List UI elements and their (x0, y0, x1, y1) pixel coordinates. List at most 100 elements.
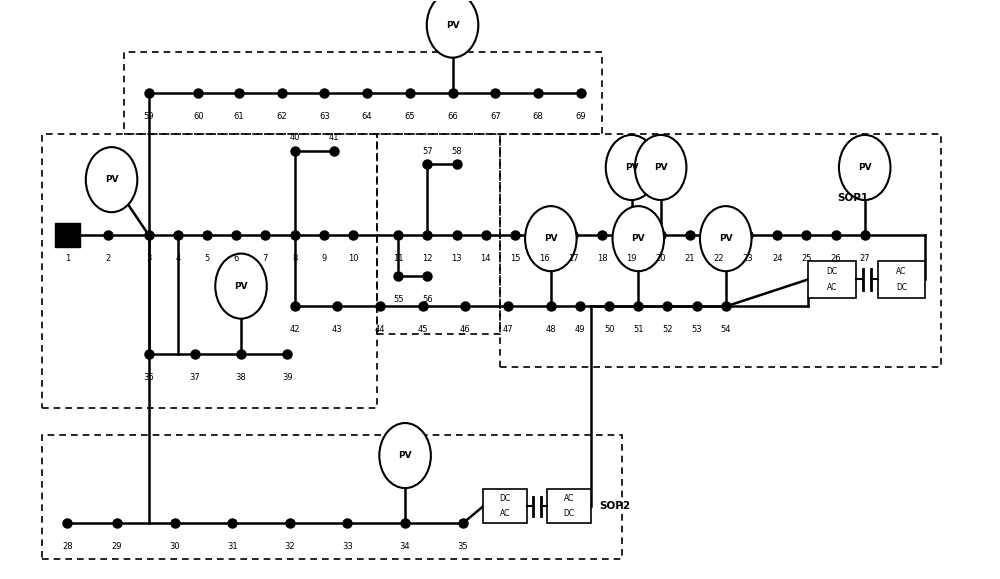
Text: 29: 29 (112, 543, 122, 551)
Ellipse shape (700, 206, 752, 271)
Text: PV: PV (105, 175, 118, 184)
Text: 11: 11 (393, 254, 404, 263)
Text: 18: 18 (597, 254, 608, 263)
Text: PV: PV (544, 234, 558, 243)
Text: 5: 5 (205, 254, 210, 263)
Text: 12: 12 (422, 254, 433, 263)
Text: PV: PV (625, 163, 638, 172)
Text: 8: 8 (292, 254, 297, 263)
Text: 38: 38 (236, 373, 246, 382)
Ellipse shape (606, 135, 657, 200)
Text: 37: 37 (190, 373, 200, 382)
Text: 45: 45 (417, 325, 428, 335)
Text: PV: PV (719, 234, 733, 243)
Text: 52: 52 (662, 325, 673, 335)
Text: 48: 48 (546, 325, 556, 335)
Text: 30: 30 (169, 543, 180, 551)
Text: AC: AC (564, 494, 574, 504)
Text: AC: AC (896, 266, 907, 276)
Text: 4: 4 (175, 254, 181, 263)
Text: 55: 55 (393, 295, 404, 304)
Ellipse shape (525, 206, 577, 271)
Text: PV: PV (654, 163, 667, 172)
Ellipse shape (839, 135, 890, 200)
Text: 10: 10 (348, 254, 358, 263)
Text: 24: 24 (772, 254, 783, 263)
Text: 17: 17 (568, 254, 579, 263)
Text: 43: 43 (332, 325, 343, 335)
Bar (878, 261, 925, 298)
Text: 39: 39 (282, 373, 292, 382)
Text: 21: 21 (685, 254, 695, 263)
Text: PV: PV (446, 21, 459, 30)
Text: 51: 51 (633, 325, 644, 335)
Text: 1: 1 (65, 254, 70, 263)
Text: 15: 15 (510, 254, 520, 263)
Text: 27: 27 (859, 254, 870, 263)
Text: 53: 53 (691, 325, 702, 335)
Text: SOP1: SOP1 (837, 193, 868, 203)
Text: 20: 20 (655, 254, 666, 263)
Ellipse shape (613, 206, 664, 271)
Text: 25: 25 (801, 254, 812, 263)
Text: AC: AC (827, 283, 837, 292)
Text: 22: 22 (714, 254, 724, 263)
Text: SOP2: SOP2 (599, 501, 630, 511)
Text: AC: AC (500, 510, 510, 518)
Text: 65: 65 (405, 112, 415, 121)
Text: 54: 54 (720, 325, 731, 335)
Text: 66: 66 (447, 112, 458, 121)
Text: PV: PV (631, 234, 645, 243)
Text: 40: 40 (289, 133, 300, 142)
Text: 7: 7 (263, 254, 268, 263)
Text: DC: DC (500, 494, 511, 504)
Text: 35: 35 (457, 543, 468, 551)
Text: DC: DC (827, 266, 838, 276)
Text: 13: 13 (451, 254, 462, 263)
Text: 23: 23 (743, 254, 753, 263)
Text: PV: PV (234, 281, 248, 291)
Text: 36: 36 (143, 373, 154, 382)
Text: PV: PV (858, 163, 872, 172)
Text: 26: 26 (830, 254, 841, 263)
Text: 49: 49 (575, 325, 585, 335)
Ellipse shape (635, 135, 686, 200)
Text: 50: 50 (604, 325, 614, 335)
Ellipse shape (427, 0, 478, 58)
Text: 19: 19 (626, 254, 637, 263)
Text: 67: 67 (490, 112, 501, 121)
Text: 64: 64 (362, 112, 372, 121)
Text: 9: 9 (321, 254, 326, 263)
Bar (483, 489, 527, 523)
Text: 59: 59 (144, 112, 154, 121)
Text: PV: PV (398, 451, 412, 460)
Text: 2: 2 (106, 254, 111, 263)
Text: 3: 3 (146, 254, 152, 263)
Bar (547, 489, 591, 523)
Text: 31: 31 (227, 543, 238, 551)
Text: 69: 69 (575, 112, 586, 121)
Ellipse shape (215, 254, 267, 318)
Text: 61: 61 (234, 112, 244, 121)
Text: 62: 62 (276, 112, 287, 121)
Text: 60: 60 (193, 112, 204, 121)
Text: 34: 34 (400, 543, 410, 551)
Text: 6: 6 (234, 254, 239, 263)
Text: 57: 57 (422, 147, 433, 156)
Text: 44: 44 (375, 325, 385, 335)
Text: 46: 46 (460, 325, 471, 335)
Text: 16: 16 (539, 254, 549, 263)
Text: 42: 42 (289, 325, 300, 335)
Ellipse shape (379, 423, 431, 488)
Text: 58: 58 (451, 147, 462, 156)
Text: DC: DC (896, 283, 907, 292)
Text: DC: DC (563, 510, 574, 518)
Text: 63: 63 (319, 112, 330, 121)
Bar (808, 261, 856, 298)
Text: 47: 47 (503, 325, 513, 335)
Text: 56: 56 (422, 295, 433, 304)
Text: 28: 28 (62, 543, 73, 551)
Text: 32: 32 (285, 543, 295, 551)
Text: 68: 68 (533, 112, 543, 121)
Ellipse shape (86, 147, 137, 212)
